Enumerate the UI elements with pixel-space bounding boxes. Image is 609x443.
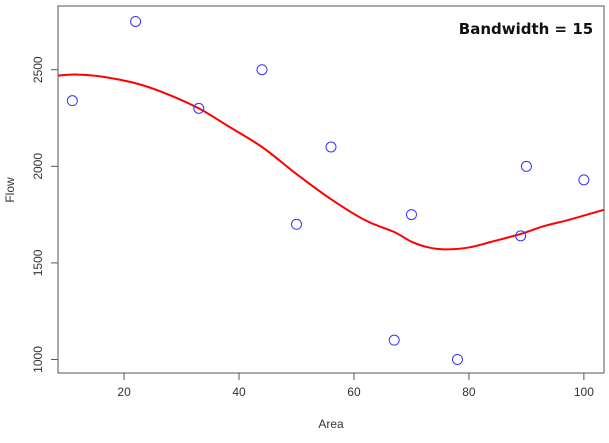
data-point bbox=[520, 160, 532, 172]
y-axis-label: Flow bbox=[3, 177, 17, 203]
x-tick-label: 20 bbox=[117, 385, 131, 399]
data-points bbox=[66, 15, 590, 365]
data-point bbox=[325, 141, 337, 153]
smooth-curve bbox=[57, 73, 605, 251]
data-point bbox=[291, 218, 303, 230]
data-point bbox=[451, 353, 463, 365]
smooth-line bbox=[57, 73, 605, 251]
x-tick-label: 40 bbox=[232, 385, 246, 399]
data-point bbox=[193, 102, 205, 114]
data-point bbox=[578, 174, 590, 186]
data-point bbox=[130, 15, 142, 27]
data-point bbox=[388, 334, 400, 346]
plot-frame bbox=[57, 5, 605, 374]
x-axis-label: Area bbox=[318, 417, 344, 431]
x-tick-label: 60 bbox=[347, 385, 361, 399]
y-tick-label: 1000 bbox=[31, 346, 45, 373]
y-tick-label: 1500 bbox=[31, 249, 45, 276]
y-axis: 1000 1500 2000 2500 bbox=[31, 56, 58, 373]
data-point bbox=[515, 230, 527, 242]
data-point bbox=[256, 64, 268, 76]
bandwidth-annotation: Bandwidth = 15 bbox=[459, 20, 593, 38]
x-tick-label: 80 bbox=[462, 385, 476, 399]
y-tick-label: 2500 bbox=[31, 56, 45, 83]
data-point bbox=[405, 209, 417, 221]
x-axis: 20 40 60 80 100 bbox=[117, 373, 594, 399]
y-tick-label: 2000 bbox=[31, 153, 45, 180]
data-point bbox=[66, 95, 78, 107]
x-tick-label: 100 bbox=[574, 385, 594, 399]
